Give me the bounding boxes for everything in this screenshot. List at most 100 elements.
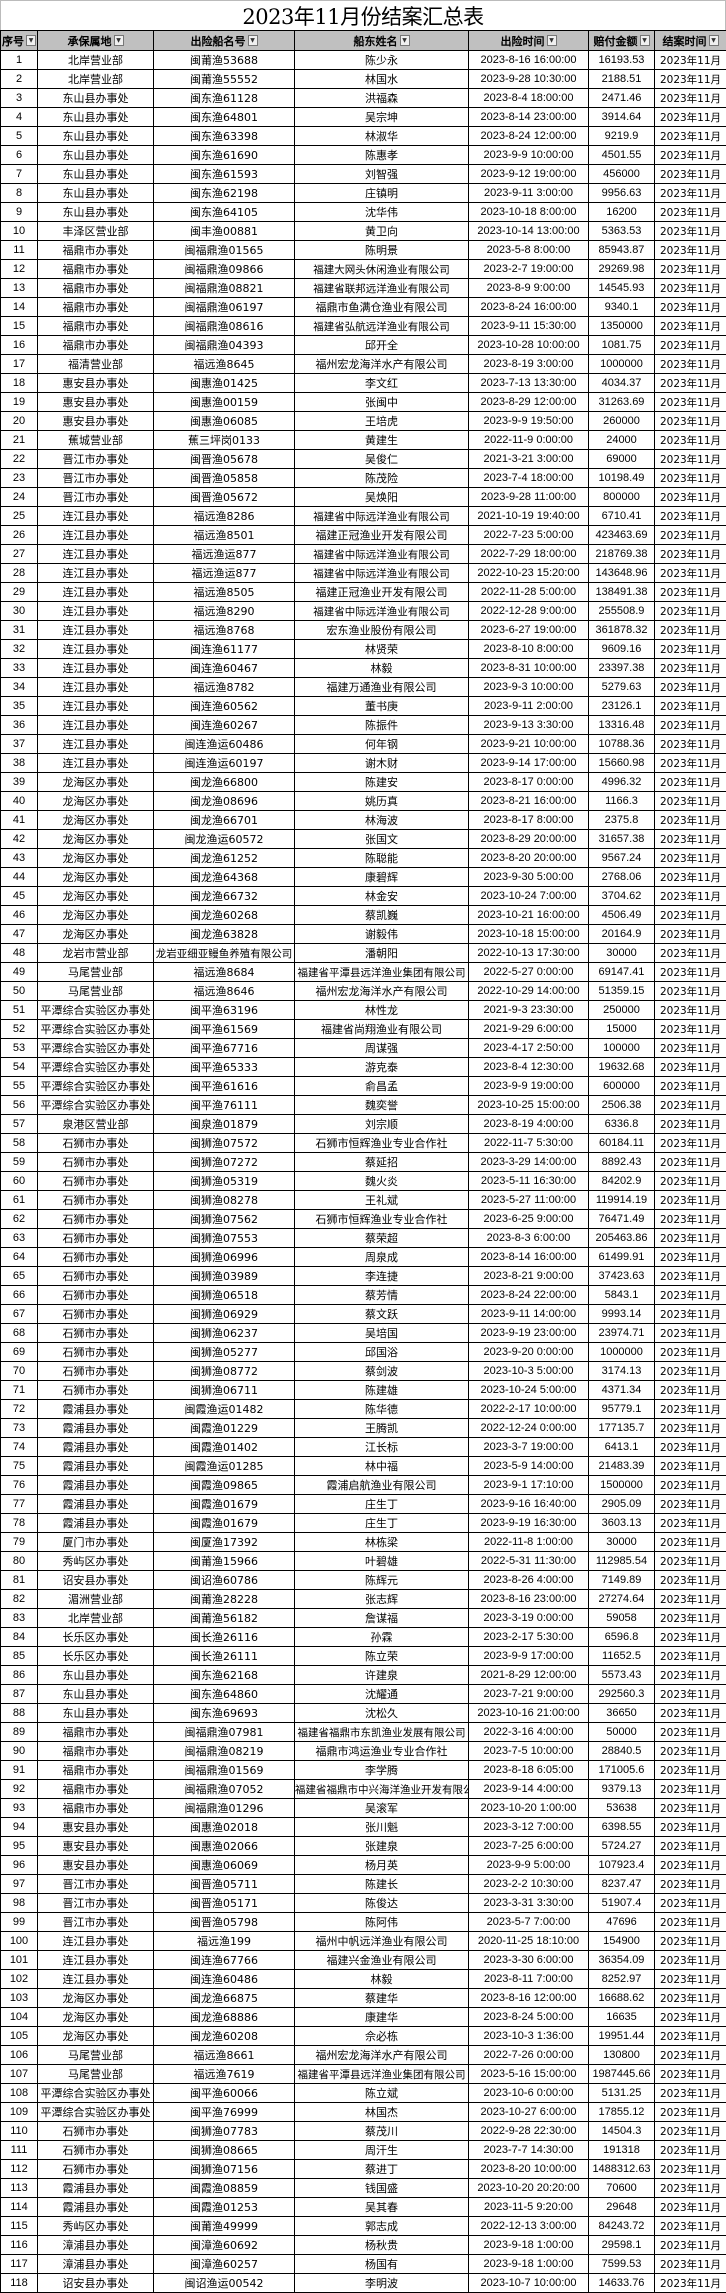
cell-vessel[interactable]: 闽狮渔08278 — [154, 1191, 295, 1210]
cell-owner[interactable]: 林贤荣 — [295, 640, 469, 659]
cell-owner[interactable]: 康碧辉 — [295, 868, 469, 887]
cell-amount[interactable]: 16688.62 — [589, 1989, 655, 2008]
cell-incident-time[interactable]: 2021-8-29 12:00:00 — [469, 1666, 589, 1685]
cell-amount[interactable]: 17855.12 — [589, 2103, 655, 2122]
cell-region[interactable]: 东山县办事处 — [38, 89, 154, 108]
cell-incident-time[interactable]: 2023-8-17 8:00:00 — [469, 811, 589, 830]
cell-amount[interactable]: 6596.8 — [589, 1628, 655, 1647]
cell-owner[interactable]: 陈立斌 — [295, 2084, 469, 2103]
cell-amount[interactable]: 1500000 — [589, 1476, 655, 1495]
cell-index[interactable]: 74 — [1, 1438, 38, 1457]
cell-owner[interactable]: 谢毅伟 — [295, 925, 469, 944]
cell-incident-time[interactable]: 2023-8-29 12:00:00 — [469, 393, 589, 412]
cell-index[interactable]: 117 — [1, 2255, 38, 2274]
cell-amount[interactable]: 30000 — [589, 944, 655, 963]
cell-incident-time[interactable]: 2023-3-7 19:00:00 — [469, 1438, 589, 1457]
cell-vessel[interactable]: 闽龙渔68886 — [154, 2008, 295, 2027]
cell-incident-time[interactable]: 2023-9-9 5:00:00 — [469, 1856, 589, 1875]
cell-closed-time[interactable]: 2023年11月 — [655, 507, 726, 526]
cell-vessel[interactable]: 闽霞渔运01482 — [154, 1400, 295, 1419]
cell-region[interactable]: 福鼎市办事处 — [38, 1780, 154, 1799]
cell-incident-time[interactable]: 2023-10-3 5:00:00 — [469, 1362, 589, 1381]
cell-amount[interactable]: 5843.1 — [589, 1286, 655, 1305]
cell-closed-time[interactable]: 2023年11月 — [655, 697, 726, 716]
cell-region[interactable]: 连江县办事处 — [38, 716, 154, 735]
cell-vessel[interactable]: 福远渔8645 — [154, 355, 295, 374]
cell-index[interactable]: 100 — [1, 1932, 38, 1951]
cell-amount[interactable]: 30000 — [589, 1533, 655, 1552]
cell-region[interactable]: 连江县办事处 — [38, 754, 154, 773]
cell-closed-time[interactable]: 2023年11月 — [655, 1267, 726, 1286]
cell-vessel[interactable]: 闽平渔67716 — [154, 1039, 295, 1058]
cell-index[interactable]: 63 — [1, 1229, 38, 1248]
cell-closed-time[interactable]: 2023年11月 — [655, 279, 726, 298]
cell-owner[interactable]: 吴焕阳 — [295, 488, 469, 507]
cell-region[interactable]: 惠安县办事处 — [38, 393, 154, 412]
cell-amount[interactable]: 84243.72 — [589, 2217, 655, 2236]
cell-vessel[interactable]: 福远渔8661 — [154, 2046, 295, 2065]
cell-owner[interactable]: 邱国浴 — [295, 1343, 469, 1362]
cell-index[interactable]: 70 — [1, 1362, 38, 1381]
cell-closed-time[interactable]: 2023年11月 — [655, 735, 726, 754]
cell-vessel[interactable]: 闽平渔60066 — [154, 2084, 295, 2103]
cell-owner[interactable]: 江长标 — [295, 1438, 469, 1457]
cell-incident-time[interactable]: 2023-8-4 18:00:00 — [469, 89, 589, 108]
cell-index[interactable]: 5 — [1, 127, 38, 146]
cell-closed-time[interactable]: 2023年11月 — [655, 146, 726, 165]
cell-closed-time[interactable]: 2023年11月 — [655, 1799, 726, 1818]
cell-incident-time[interactable]: 2022-11-9 0:00:00 — [469, 431, 589, 450]
cell-index[interactable]: 101 — [1, 1951, 38, 1970]
cell-vessel[interactable]: 闽东渔61593 — [154, 165, 295, 184]
cell-incident-time[interactable]: 2023-11-5 9:20:00 — [469, 2198, 589, 2217]
cell-index[interactable]: 67 — [1, 1305, 38, 1324]
cell-amount[interactable]: 2375.8 — [589, 811, 655, 830]
cell-region[interactable]: 连江县办事处 — [38, 640, 154, 659]
cell-index[interactable]: 85 — [1, 1647, 38, 1666]
cell-closed-time[interactable]: 2023年11月 — [655, 1685, 726, 1704]
cell-amount[interactable]: 1000000 — [589, 355, 655, 374]
cell-region[interactable]: 福鼎市办事处 — [38, 1742, 154, 1761]
cell-region[interactable]: 石狮市办事处 — [38, 1305, 154, 1324]
cell-region[interactable]: 连江县办事处 — [38, 678, 154, 697]
cell-vessel[interactable]: 闽晋渔05672 — [154, 488, 295, 507]
cell-owner[interactable]: 郭志成 — [295, 2217, 469, 2236]
cell-closed-time[interactable]: 2023年11月 — [655, 640, 726, 659]
cell-region[interactable]: 连江县办事处 — [38, 659, 154, 678]
cell-owner[interactable]: 福建省平潭县远洋渔业集团有限公司 — [295, 963, 469, 982]
cell-vessel[interactable]: 福远渔7619 — [154, 2065, 295, 2084]
cell-incident-time[interactable]: 2023-7-7 14:30:00 — [469, 2141, 589, 2160]
cell-owner[interactable]: 林国水 — [295, 70, 469, 89]
cell-index[interactable]: 75 — [1, 1457, 38, 1476]
cell-owner[interactable]: 福建万通渔业有限公司 — [295, 678, 469, 697]
cell-region[interactable]: 石狮市办事处 — [38, 1191, 154, 1210]
cell-index[interactable]: 79 — [1, 1533, 38, 1552]
cell-closed-time[interactable]: 2023年11月 — [655, 2198, 726, 2217]
cell-vessel[interactable]: 闽龙渔运60572 — [154, 830, 295, 849]
cell-vessel[interactable]: 闽福鼎渔07981 — [154, 1723, 295, 1742]
cell-closed-time[interactable]: 2023年11月 — [655, 1761, 726, 1780]
cell-amount[interactable]: 10788.36 — [589, 735, 655, 754]
cell-owner[interactable]: 俞昌孟 — [295, 1077, 469, 1096]
cell-vessel[interactable]: 闽平渔76999 — [154, 2103, 295, 2122]
cell-region[interactable]: 晋江市办事处 — [38, 488, 154, 507]
cell-incident-time[interactable]: 2023-3-31 3:30:00 — [469, 1894, 589, 1913]
cell-owner[interactable]: 陈华德 — [295, 1400, 469, 1419]
cell-incident-time[interactable]: 2022-12-24 0:00:00 — [469, 1419, 589, 1438]
cell-vessel[interactable]: 闽平渔65333 — [154, 1058, 295, 1077]
cell-owner[interactable]: 林淑华 — [295, 127, 469, 146]
cell-closed-time[interactable]: 2023年11月 — [655, 488, 726, 507]
cell-amount[interactable]: 60184.11 — [589, 1134, 655, 1153]
cell-index[interactable]: 7 — [1, 165, 38, 184]
cell-index[interactable]: 42 — [1, 830, 38, 849]
cell-closed-time[interactable]: 2023年11月 — [655, 298, 726, 317]
cell-index[interactable]: 111 — [1, 2141, 38, 2160]
cell-owner[interactable]: 福建省中际远洋渔业有限公司 — [295, 545, 469, 564]
cell-closed-time[interactable]: 2023年11月 — [655, 1571, 726, 1590]
cell-index[interactable]: 61 — [1, 1191, 38, 1210]
cell-amount[interactable]: 47696 — [589, 1913, 655, 1932]
cell-index[interactable]: 50 — [1, 982, 38, 1001]
cell-index[interactable]: 113 — [1, 2179, 38, 2198]
cell-region[interactable]: 福鼎市办事处 — [38, 1761, 154, 1780]
cell-vessel[interactable]: 闽东渔62168 — [154, 1666, 295, 1685]
cell-region[interactable]: 龙海区办事处 — [38, 811, 154, 830]
